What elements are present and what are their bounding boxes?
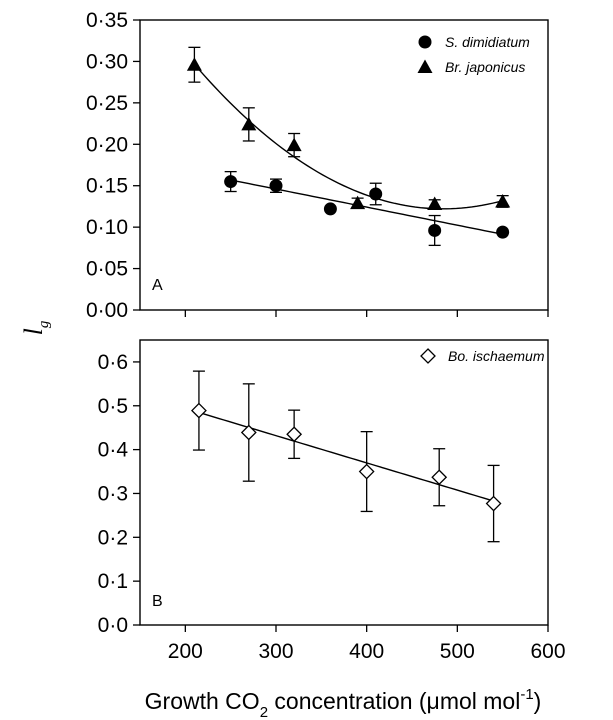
x-tick-label: 600	[530, 640, 565, 663]
y-tick-label: 0·10	[86, 216, 128, 239]
data-point	[269, 179, 283, 193]
data-point	[496, 225, 510, 239]
y-tick-label: 0·3	[98, 482, 128, 505]
data-point	[241, 116, 257, 131]
legend-marker	[420, 348, 436, 364]
data-point	[323, 202, 337, 216]
x-tick-label: 400	[349, 640, 384, 663]
fit-line	[193, 63, 503, 210]
data-point	[191, 402, 207, 419]
data-point	[431, 469, 448, 486]
x-axis-title: Growth CO2 concentration (μmol mol-1)	[145, 686, 542, 720]
x-axis-title-sup: -1	[520, 686, 533, 703]
x-axis-title-sub: 2	[260, 704, 268, 720]
y-tick-label: 0·6	[98, 351, 128, 374]
y-tick-label: 0·20	[86, 133, 128, 156]
svg-text:lg: lg	[19, 320, 52, 335]
legend-marker	[418, 35, 432, 49]
x-tick-label: 200	[168, 640, 203, 663]
y-tick-label: 0·5	[98, 395, 128, 418]
y-tick-label: 0·0	[98, 614, 128, 637]
panel-label: B	[152, 593, 163, 610]
data-point	[428, 223, 442, 237]
panel-b: 0·0 0·1 0·2 0·3 0·4 0·5 0·6 200 300 400 500 600 B Bo.…	[98, 339, 566, 663]
data-point	[240, 424, 257, 441]
panel-a: 0·00 0·05 0·10 0·15 0·20 0·25 0·30 0·35 A S. dimi…	[86, 9, 549, 322]
x-tick-label: 500	[440, 640, 475, 663]
y-axis-title-sub: g	[36, 320, 52, 328]
y-tick-label: 0·2	[98, 526, 128, 549]
y-axis-title: lg	[19, 320, 52, 335]
y-tick-label: 0·1	[98, 570, 128, 593]
data-point	[358, 463, 375, 480]
data-point	[286, 137, 302, 152]
data-point	[485, 495, 502, 512]
legend-label: Bo. ischaemum	[448, 348, 545, 364]
y-tick-label: 0·35	[86, 9, 128, 32]
plot-frame	[139, 339, 549, 626]
x-axis-title-end: )	[534, 688, 542, 714]
x-axis-title-rest: concentration (μmol mol	[268, 688, 520, 714]
y-tick-label: 0·25	[86, 92, 128, 115]
y-tick-label: 0·15	[86, 175, 128, 198]
x-tick-label: 300	[258, 640, 293, 663]
y-tick-label: 0·00	[86, 299, 128, 322]
y-axis-title-main: l	[19, 328, 48, 335]
legend-label: S. dimidiatum	[445, 34, 530, 50]
data-point	[186, 57, 202, 71]
data-point	[427, 196, 443, 210]
y-tick-label: 0·4	[98, 439, 129, 462]
y-tick-label: 0·30	[86, 50, 128, 73]
y-tick-label: 0·05	[86, 258, 128, 281]
panel-label: A	[152, 277, 163, 294]
plot-frame	[139, 19, 549, 311]
data-point	[495, 193, 511, 208]
legend-marker	[417, 59, 433, 73]
fit-line	[198, 411, 494, 502]
legend-label: Br. japonicus	[445, 59, 525, 75]
data-point	[224, 175, 238, 189]
x-axis-title-main: Growth CO	[145, 688, 260, 714]
data-point	[350, 195, 366, 210]
data-point	[286, 426, 303, 443]
